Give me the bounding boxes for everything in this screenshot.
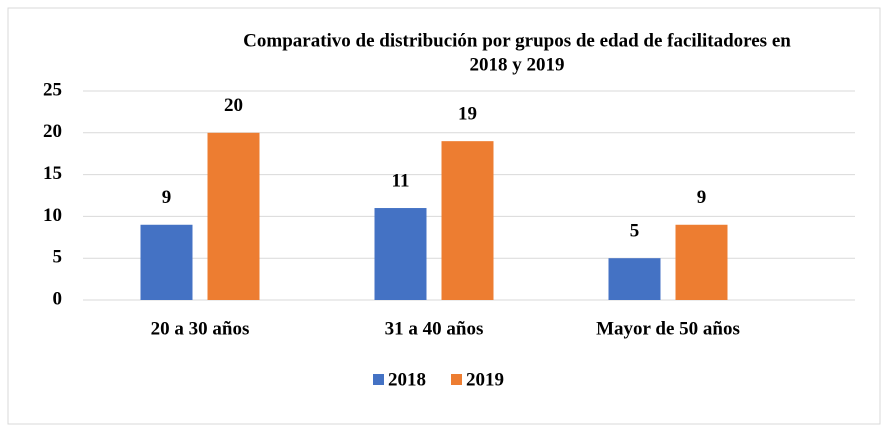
y-tick-label: 20 — [43, 121, 62, 142]
legend-label: 2019 — [466, 369, 504, 390]
x-tick-label: 20 a 30 años — [151, 318, 250, 339]
bar — [675, 224, 728, 300]
bar — [441, 141, 494, 300]
bar — [140, 224, 193, 300]
data-label: 9 — [697, 187, 707, 208]
bar — [608, 258, 661, 300]
x-tick-label: 31 a 40 años — [385, 318, 484, 339]
legend-label: 2018 — [388, 369, 426, 390]
data-label: 19 — [458, 104, 477, 125]
chart-title: 2018 y 2019 — [470, 54, 565, 75]
y-tick-label: 15 — [43, 163, 62, 184]
data-label: 9 — [162, 187, 172, 208]
data-label: 5 — [630, 221, 640, 242]
y-tick-label: 10 — [43, 205, 62, 226]
y-tick-label: 25 — [43, 79, 62, 100]
legend-swatch — [373, 374, 384, 385]
bar — [374, 208, 427, 300]
y-tick-label: 5 — [53, 247, 63, 268]
x-tick-label: Mayor de 50 años — [596, 318, 740, 339]
y-tick-label: 0 — [53, 288, 63, 309]
data-label: 20 — [224, 95, 243, 116]
data-label: 11 — [392, 170, 410, 191]
chart-title: Comparativo de distribución por grupos d… — [243, 30, 791, 51]
bar — [207, 132, 260, 300]
legend-swatch — [451, 374, 462, 385]
